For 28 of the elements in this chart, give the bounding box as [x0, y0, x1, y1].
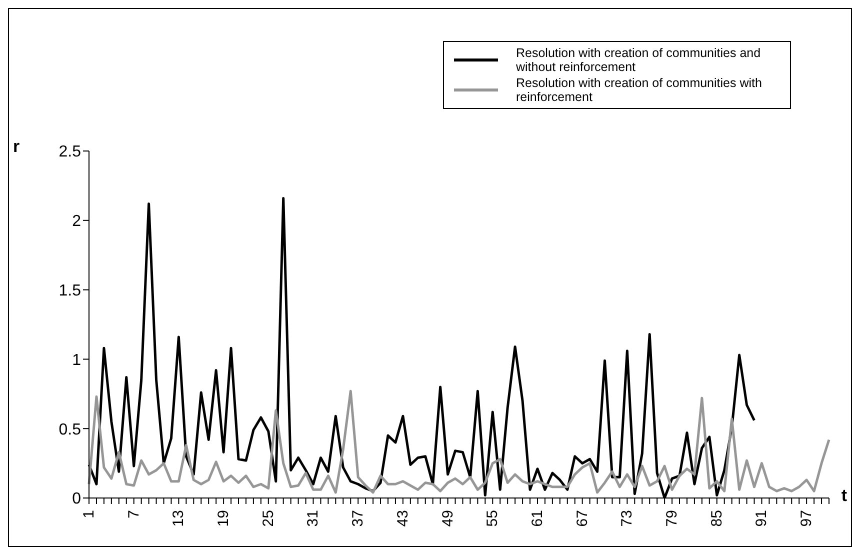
x-tick-label: 7: [125, 510, 142, 518]
x-tick-label: 25: [260, 510, 277, 527]
x-tick-label: 13: [170, 510, 188, 527]
x-tick-label: 31: [304, 510, 322, 527]
y-tick-label: 0.5: [58, 421, 82, 438]
x-tick-label: 91: [753, 510, 770, 527]
y-tick-label: 2: [72, 213, 82, 230]
y-tick-label: 0: [72, 490, 82, 508]
x-tick-label: 19: [215, 510, 232, 527]
y-axis-title: r: [13, 137, 20, 157]
x-tick-label: 79: [664, 510, 681, 527]
x-tick-label: 73: [618, 510, 636, 527]
line-series: [88, 390, 830, 494]
x-tick-label: 43: [394, 510, 412, 527]
x-tick-label: 97: [798, 510, 816, 527]
x-axis-title: t: [841, 486, 847, 506]
y-tick-label: 1.5: [58, 282, 82, 300]
x-tick-label: 61: [528, 510, 546, 527]
x-tick-label: 85: [708, 510, 726, 527]
x-tick-label: 37: [350, 510, 367, 527]
x-tick-label: 67: [574, 510, 591, 527]
x-tick-label: 49: [439, 510, 456, 527]
x-tick-label: 55: [484, 510, 502, 527]
legend-label: Resolution with creation of communities and without reinforcement: [516, 46, 762, 74]
y-tick-label: 1: [72, 352, 82, 369]
y-tick-label: 2.5: [58, 144, 82, 161]
x-tick-label: 1: [80, 510, 98, 518]
legend-label: Resolution with creation of communities with reinforcement: [516, 76, 763, 104]
